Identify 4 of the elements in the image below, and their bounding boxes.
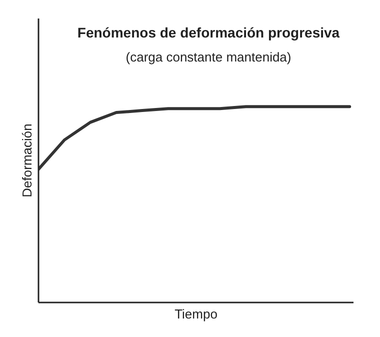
y-axis-title: Deformación [20,124,34,198]
chart-title: Fenómenos de deformación progresiva [77,24,340,40]
x-axis-title: Tiempo [174,306,218,322]
chart-subtitle: (carga constante mantenida) [126,50,292,64]
